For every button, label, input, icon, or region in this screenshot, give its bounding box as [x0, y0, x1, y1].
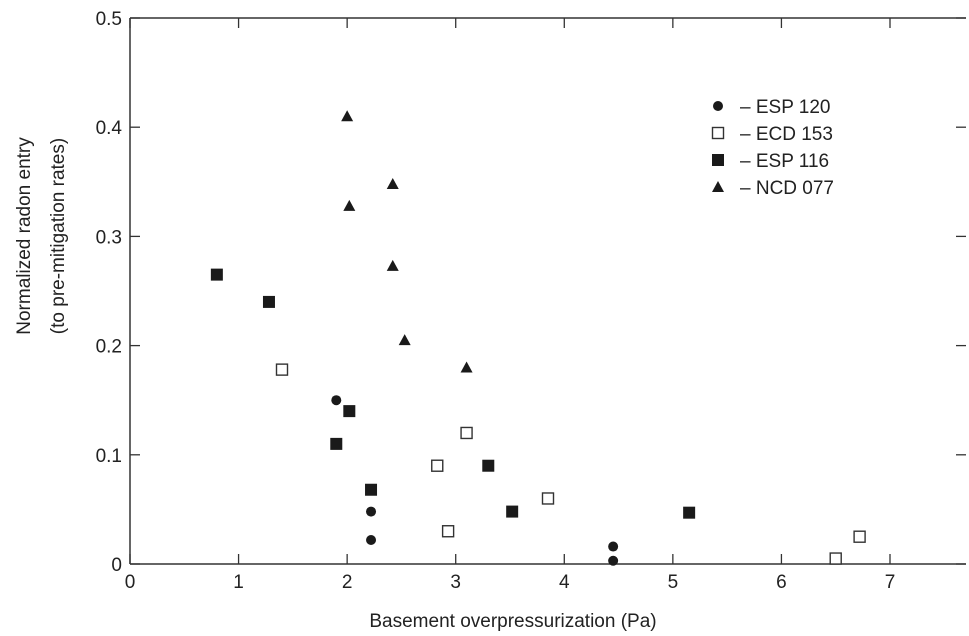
y-tick-label: 0.1 — [96, 446, 122, 467]
data-point-series-4 — [460, 361, 473, 373]
data-point-series-3 — [482, 459, 495, 472]
y-tick-label: 0 — [111, 555, 122, 576]
data-points — [210, 110, 866, 566]
axes — [129, 17, 966, 565]
data-point-series-2 — [441, 525, 455, 538]
x-tick-label: 4 — [559, 572, 570, 593]
legend-label-1: – ESP 120 — [740, 97, 831, 118]
x-tick-label: 6 — [776, 572, 787, 593]
legend-label-4: – NCD 077 — [740, 178, 834, 199]
data-point-series-1 — [366, 534, 377, 545]
x-tick-label: 1 — [233, 572, 244, 593]
data-point-series-4 — [386, 177, 399, 189]
x-tick-label: 0 — [125, 572, 136, 593]
data-point-series-2 — [853, 530, 866, 543]
data-point-series-3 — [210, 268, 223, 281]
x-tick-label: 2 — [342, 572, 353, 593]
legend-label-3: – ESP 116 — [740, 151, 829, 172]
x-tick-label: 7 — [885, 572, 896, 593]
x-axis-title: Basement overpressurization (Pa) — [369, 611, 656, 632]
ticks — [129, 17, 966, 565]
data-point-series-4 — [386, 259, 399, 271]
y-tick-label: 0.4 — [96, 118, 123, 139]
data-point-series-3 — [343, 405, 356, 418]
data-point-series-4 — [398, 334, 411, 346]
data-point-series-3 — [262, 295, 275, 308]
y-axis-title-line-1: Normalized radon entry — [14, 137, 35, 335]
legend-marker-2 — [711, 126, 725, 140]
y-axis-title-line-2: (to pre-mitigation rates) — [48, 138, 69, 334]
data-point-series-1 — [608, 555, 619, 566]
data-point-series-4 — [343, 199, 356, 211]
data-point-series-1 — [366, 506, 377, 517]
data-point-series-2 — [275, 363, 289, 376]
legend-marker-3 — [712, 154, 724, 166]
data-point-series-3 — [330, 437, 343, 450]
tick-labels: 0 1 2 3 4 5 6 7 0 0.1 0.2 0.3 0.4 0.5 — [96, 9, 896, 593]
y-tick-label: 0.5 — [96, 9, 122, 30]
data-point-series-4 — [341, 110, 354, 122]
data-point-series-3 — [365, 483, 378, 496]
legend-marker-4 — [712, 181, 724, 192]
legend-marker-1 — [713, 101, 723, 111]
y-tick-label: 0.3 — [96, 227, 122, 248]
y-axis-title: Normalized radon entry (to pre-mitigatio… — [14, 137, 69, 335]
legend: – ESP 120 – ECD 153 – ESP 116 – NCD 077 — [711, 97, 834, 199]
data-point-series-1 — [608, 541, 619, 552]
legend-label-2: – ECD 153 — [740, 124, 833, 145]
y-tick-label: 0.2 — [96, 337, 122, 358]
data-point-series-2 — [541, 492, 555, 505]
data-point-series-3 — [506, 505, 519, 518]
x-tick-label: 3 — [450, 572, 461, 593]
data-point-series-2 — [431, 459, 444, 472]
data-point-series-1 — [331, 395, 342, 406]
data-point-series-2 — [829, 552, 842, 565]
data-point-series-2 — [460, 426, 473, 440]
x-tick-label: 5 — [668, 572, 679, 593]
data-point-series-3 — [683, 506, 696, 519]
